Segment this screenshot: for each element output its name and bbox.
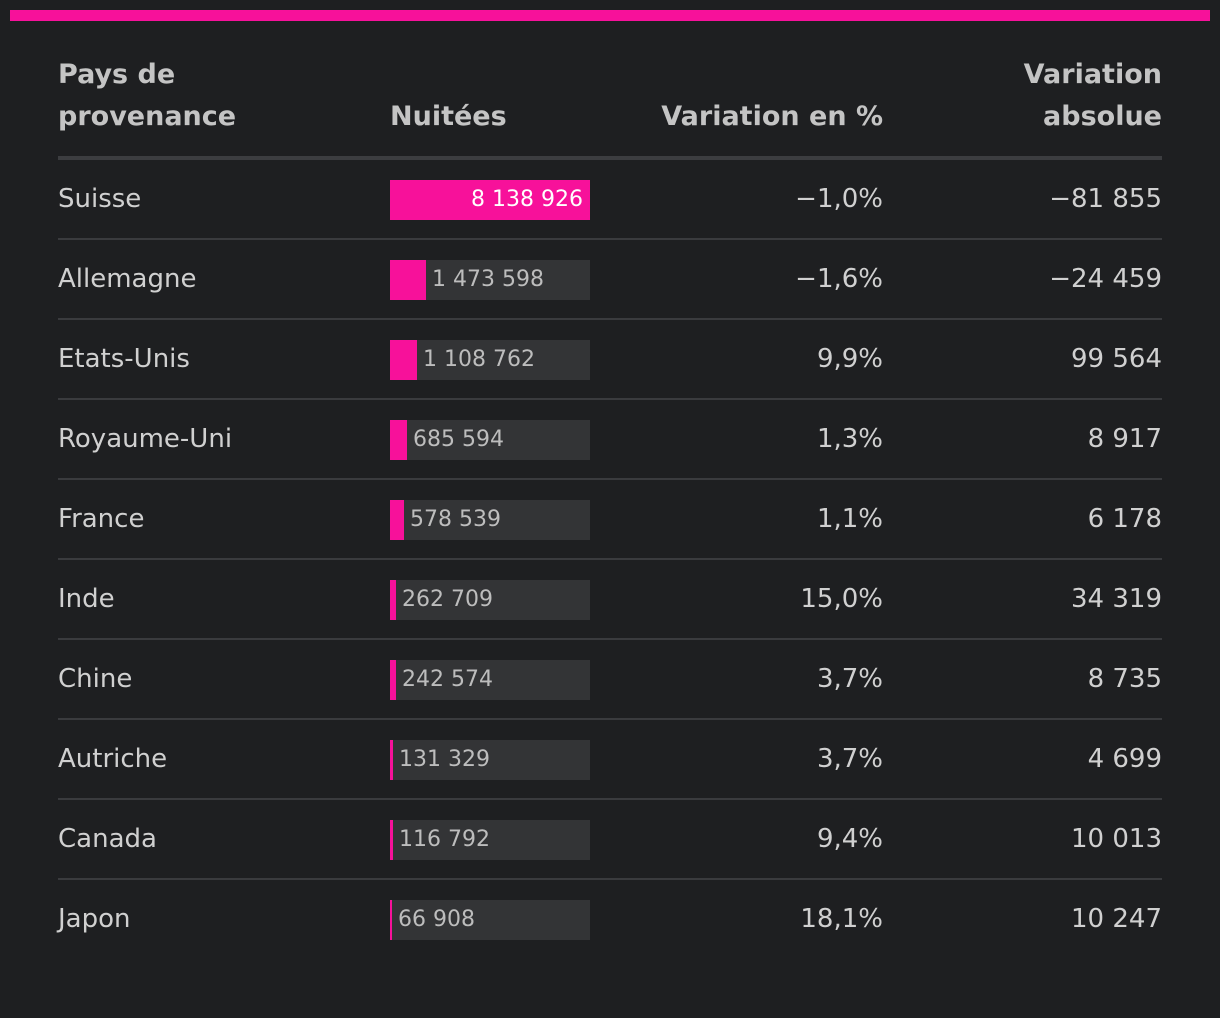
bar-fill [390, 340, 417, 380]
bar-track: 578 539 [390, 500, 590, 540]
bar-value-label: 578 539 [410, 507, 501, 532]
cell-variation-abs: −81 855 [1049, 184, 1162, 214]
table-row: Etats-Unis 1 108 762 9,9% 99 564 [58, 320, 1162, 400]
bar-track: 66 908 [390, 900, 590, 940]
table-row: Autriche 131 329 3,7% 4 699 [58, 720, 1162, 800]
table-row: Inde 262 709 15,0% 34 319 [58, 560, 1162, 640]
cell-variation-pct: 3,7% [816, 744, 883, 774]
table-header: Pays de provenance Nuitées Variation en … [58, 56, 1162, 160]
header-variation-abs: Variation absolue [1023, 59, 1162, 132]
bar-fill [390, 900, 392, 940]
bar-fill [390, 580, 396, 620]
bar-value-label: 262 709 [402, 587, 493, 612]
bar-value-label: 1 473 598 [432, 267, 544, 292]
cell-variation-abs: 34 319 [1071, 584, 1162, 614]
table-body: Suisse 8 138 926 −1,0% −81 855 Allemagne 1 47… [58, 160, 1162, 958]
bar-track: 1 108 762 [390, 340, 590, 380]
bar-value-label: 131 329 [399, 747, 490, 772]
cell-country: Suisse [58, 184, 142, 214]
bar-fill [390, 180, 590, 220]
bar-fill [390, 820, 393, 860]
table-row: Japon 66 908 18,1% 10 247 [58, 880, 1162, 958]
cell-country: Allemagne [58, 264, 197, 294]
bar-track: 116 792 [390, 820, 590, 860]
bar-track: 1 473 598 [390, 260, 590, 300]
cell-variation-pct: −1,0% [795, 184, 883, 214]
table-row: Royaume-Uni 685 594 1,3% 8 917 [58, 400, 1162, 480]
cell-variation-pct: 15,0% [800, 584, 883, 614]
cell-variation-abs: 4 699 [1087, 744, 1162, 774]
cell-variation-pct: 9,4% [816, 824, 883, 854]
table-row: France 578 539 1,1% 6 178 [58, 480, 1162, 560]
header-variation-pct: Variation en % [661, 101, 883, 132]
bar-fill [390, 260, 426, 300]
cell-variation-abs: 8 735 [1087, 664, 1162, 694]
header-country: Pays de provenance [58, 59, 237, 132]
bar-value-label: 242 574 [402, 667, 493, 692]
bar-track: 685 594 [390, 420, 590, 460]
bar-track: 131 329 [390, 740, 590, 780]
bar-fill [390, 420, 407, 460]
cell-variation-abs: 6 178 [1087, 504, 1162, 534]
bar-track: 8 138 926 [390, 180, 590, 220]
cell-variation-pct: 18,1% [800, 904, 883, 934]
cell-variation-abs: 8 917 [1087, 424, 1162, 454]
bar-track: 242 574 [390, 660, 590, 700]
cell-variation-abs: 10 013 [1071, 824, 1162, 854]
table-row: Canada 116 792 9,4% 10 013 [58, 800, 1162, 880]
cell-country: Japon [58, 904, 131, 934]
bar-fill [390, 660, 396, 700]
cell-country: Chine [58, 664, 133, 694]
bar-value-label: 116 792 [399, 827, 490, 852]
bar-track: 262 709 [390, 580, 590, 620]
cell-variation-pct: 9,9% [816, 344, 883, 374]
cell-country: France [58, 504, 145, 534]
cell-variation-pct: 1,1% [816, 504, 883, 534]
cell-country: Etats-Unis [58, 344, 190, 374]
cell-country: Canada [58, 824, 157, 854]
bar-fill [390, 500, 404, 540]
header-nuitees: Nuitées [390, 101, 507, 132]
accent-bar [10, 10, 1210, 21]
table-row: Chine 242 574 3,7% 8 735 [58, 640, 1162, 720]
cell-variation-abs: 10 247 [1071, 904, 1162, 934]
cell-country: Inde [58, 584, 115, 614]
cell-variation-abs: 99 564 [1071, 344, 1162, 374]
bar-value-label: 8 138 926 [471, 187, 583, 212]
cell-country: Royaume-Uni [58, 424, 233, 454]
cell-variation-abs: −24 459 [1049, 264, 1162, 294]
bar-value-label: 1 108 762 [423, 347, 535, 372]
cell-country: Autriche [58, 744, 168, 774]
cell-variation-pct: −1,6% [795, 264, 883, 294]
table-row: Suisse 8 138 926 −1,0% −81 855 [58, 160, 1162, 240]
bar-value-label: 685 594 [413, 427, 504, 452]
bar-value-label: 66 908 [398, 907, 475, 932]
cell-variation-pct: 3,7% [816, 664, 883, 694]
bar-fill [390, 740, 393, 780]
table-row: Allemagne 1 473 598 −1,6% −24 459 [58, 240, 1162, 320]
cell-variation-pct: 1,3% [816, 424, 883, 454]
data-table: Pays de provenance Nuitées Variation en … [58, 56, 1162, 958]
